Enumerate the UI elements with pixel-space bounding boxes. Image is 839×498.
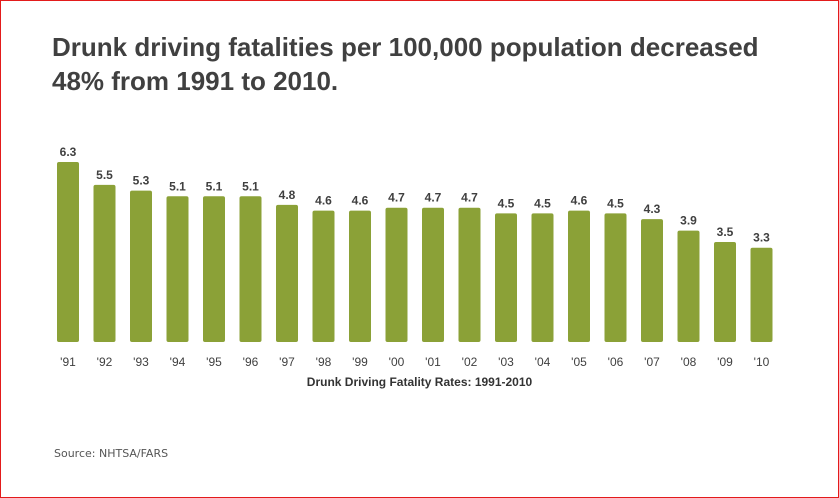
bar-10 [422,207,444,342]
value-label-10: 4.7 [425,191,442,205]
x-tick-label-5: '96 [243,355,259,369]
value-label-13: 4.5 [534,196,551,210]
value-labels-group: 6.3 5.5 5.3 5.1 5.1 5.1 4.8 4.6 4.6 4.7 4.7 4.7 4.5 4… [60,145,771,245]
bar-6 [276,204,298,342]
value-label-15: 4.5 [607,196,624,210]
value-label-11: 4.7 [461,191,478,205]
bar-8 [349,210,371,342]
value-label-14: 4.6 [571,194,588,208]
x-tick-label-7: '98 [316,355,332,369]
chart-title: Drunk driving fatalities per 100,000 pop… [52,32,759,96]
value-label-18: 3.5 [717,225,734,239]
x-tick-label-12: '03 [498,355,514,369]
value-label-0: 6.3 [60,145,77,159]
bar-9 [385,207,408,342]
bar-5 [239,196,262,342]
value-label-16: 4.3 [644,202,661,216]
x-tick-label-18: '09 [717,355,733,369]
value-label-12: 4.5 [498,196,515,210]
value-label-5: 5.1 [242,179,259,193]
x-tick-label-8: '99 [352,355,368,369]
bar-7 [312,210,335,342]
value-label-4: 5.1 [206,179,223,193]
x-tick-label-15: '06 [608,355,624,369]
value-label-6: 4.8 [279,188,296,202]
value-label-17: 3.9 [680,214,697,228]
value-label-19: 3.3 [753,231,770,245]
x-tick-label-4: '95 [206,355,222,369]
x-tick-label-14: '05 [571,355,587,369]
value-label-3: 5.1 [169,179,186,193]
x-tick-label-10: '01 [425,355,441,369]
value-label-1: 5.5 [96,168,113,182]
bar-18 [714,242,736,342]
value-label-2: 5.3 [133,174,150,188]
x-tick-label-19: '10 [754,355,770,369]
value-label-9: 4.7 [388,191,405,205]
x-tick-label-3: '94 [170,355,186,369]
bar-15 [604,213,627,342]
x-tick-label-11: '02 [462,355,478,369]
bar-1 [93,184,116,342]
bars-group [57,162,773,342]
source-note: Source: NHTSA/FARS [54,447,169,460]
value-label-7: 4.6 [315,194,332,208]
x-tick-label-13: '04 [535,355,551,369]
bar-3 [166,196,189,342]
bar-13 [531,213,554,342]
x-tick-labels-group: '91 '92 '93 '94 '95 '96 '97 '98 '99 '00 '01 '02 '03 '… [60,355,769,369]
bar-12 [495,213,517,342]
x-axis-label: Drunk Driving Fatality Rates: 1991-2010 [306,375,533,389]
x-tick-label-6: '97 [279,355,295,369]
bar-19 [750,247,773,342]
bar-14 [568,210,590,342]
x-tick-label-17: '08 [681,355,697,369]
bar-11 [458,207,481,342]
x-tick-label-1: '92 [97,355,113,369]
x-tick-label-16: '07 [644,355,660,369]
bar-4 [203,196,225,342]
bar-16 [641,219,663,342]
x-tick-label-2: '93 [133,355,149,369]
value-label-8: 4.6 [352,194,369,208]
bar-17 [677,230,700,342]
x-tick-label-0: '91 [60,355,76,369]
bar-0 [57,162,79,342]
bar-2 [130,190,152,342]
x-tick-label-9: '00 [389,355,405,369]
